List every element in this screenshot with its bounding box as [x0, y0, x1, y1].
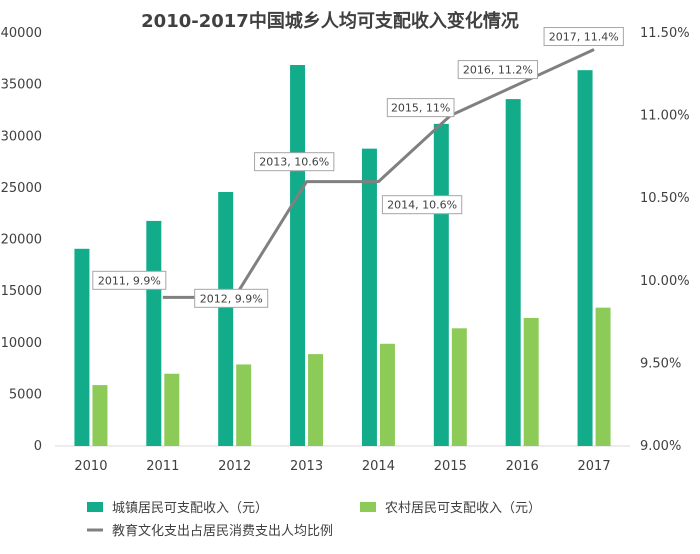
legend-label-rural: 农村居民可支配收入（元）	[385, 501, 541, 516]
x-tick-label: 2010	[74, 459, 107, 474]
rural-income-bar	[236, 364, 252, 446]
y-left-tick-label: 40000	[1, 26, 42, 41]
rural-income-bar	[164, 373, 180, 446]
rural-income-bar	[595, 307, 611, 446]
data-callout-label: 2016, 11.2%	[463, 64, 533, 77]
data-callout-box	[386, 98, 455, 118]
urban-income-bar	[290, 65, 306, 446]
x-tick-label: 2015	[434, 459, 467, 474]
x-tick-label: 2016	[506, 459, 539, 474]
urban-income-bar	[433, 123, 449, 447]
y-left-tick-label: 35000	[1, 78, 42, 93]
data-callout-box	[457, 60, 538, 80]
y-left-tick-label: 10000	[1, 336, 42, 351]
y-right-tick-label: 9.50%	[640, 356, 681, 371]
data-callout-label: 2012, 9.9%	[200, 292, 263, 305]
legend: 城镇居民可支配收入（元） 农村居民可支配收入（元） 教育文化支出占居民消费支出人均比…	[87, 501, 541, 539]
y-right-tick-label: 11.50%	[640, 26, 690, 41]
y-left-tick-label: 25000	[1, 181, 42, 196]
y-left-tick-label: 0	[34, 439, 42, 454]
data-callout-label: 2015, 11%	[391, 102, 450, 115]
urban-income-bar	[361, 148, 377, 446]
x-tick-label: 2011	[146, 459, 179, 474]
data-callout-box	[254, 152, 335, 172]
y-right-tick-label: 10.50%	[640, 191, 690, 206]
y-right-tick-label: 11.00%	[640, 109, 690, 124]
rural-income-bar	[379, 343, 395, 446]
urban-income-bar	[218, 192, 234, 446]
urban-income-bar	[505, 99, 521, 446]
legend-label-urban: 城镇居民可支配收入（元）	[112, 501, 268, 516]
y-left-tick-label: 5000	[9, 387, 42, 402]
rural-income-bar	[523, 317, 539, 446]
chart-title: 2010-2017中国城乡人均可支配收入变化情况	[141, 10, 519, 32]
y-left-tick-label: 15000	[1, 284, 42, 299]
data-callout-box	[194, 288, 269, 308]
y-left-tick-label: 20000	[1, 233, 42, 248]
y-right-tick-label: 9.00%	[640, 439, 681, 454]
data-callout-label: 2013, 10.6%	[259, 156, 329, 169]
data-callout-box	[381, 195, 463, 215]
rural-income-bar	[451, 328, 467, 446]
urban-income-bar	[146, 220, 162, 446]
rural-income-bar	[92, 385, 108, 446]
x-tick-label: 2012	[218, 459, 251, 474]
x-tick-label: 2014	[362, 459, 395, 474]
data-callout-label: 2014, 10.6%	[387, 199, 457, 212]
rural-income-bar	[308, 354, 324, 446]
data-callout-box	[543, 27, 624, 47]
data-callout-box	[92, 270, 167, 290]
y-right-tick-label: 10.00%	[640, 274, 690, 289]
data-callout-label: 2011, 9.9%	[98, 274, 161, 287]
x-tick-label: 2013	[290, 459, 323, 474]
legend-swatch-urban	[87, 502, 103, 512]
x-tick-label: 2017	[578, 459, 611, 474]
plot-area: 0 5000 10000 15000 20000 25000 30000 35000 40000…	[1, 26, 690, 474]
legend-swatch-rural	[360, 502, 376, 512]
urban-income-bar	[74, 248, 90, 446]
legend-label-line: 教育文化支出占居民消费支出人均比例	[112, 523, 333, 539]
data-callout-label: 2017, 11.4%	[549, 31, 619, 44]
y-left-tick-label: 30000	[1, 129, 42, 144]
urban-income-bar	[577, 70, 593, 447]
